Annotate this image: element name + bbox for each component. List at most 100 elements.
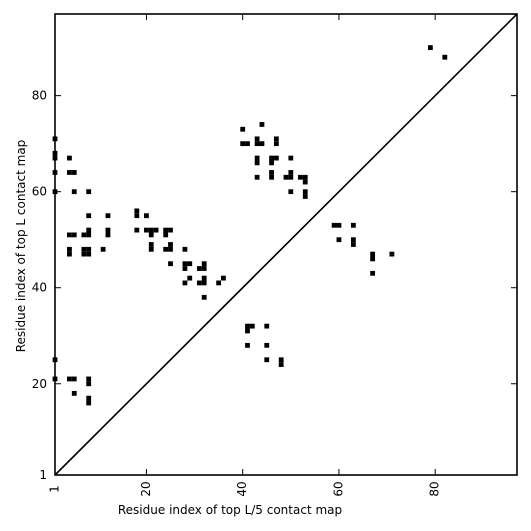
contact-point: [370, 251, 376, 257]
contact-point: [264, 357, 270, 363]
contact-point: [245, 342, 250, 348]
contact-point: [86, 395, 92, 401]
contact-point: [245, 323, 250, 329]
contact-point: [105, 213, 111, 219]
contact-point: [168, 261, 173, 267]
y-axis-label: Residue index of top L contact map: [14, 140, 28, 353]
contact-point: [442, 54, 448, 60]
contact-point: [259, 122, 265, 127]
contact-point: [336, 237, 342, 243]
contact-point: [71, 232, 77, 238]
contact-point: [86, 246, 92, 252]
contact-point: [254, 160, 260, 166]
contact-point: [302, 189, 308, 195]
contact-point: [67, 246, 72, 252]
contact-point: [216, 280, 222, 286]
contact-point: [187, 275, 193, 281]
contact-point: [148, 242, 154, 247]
contact-point: [86, 381, 92, 387]
contact-point: [182, 266, 188, 271]
contact-point: [427, 45, 433, 51]
contact-point: [86, 189, 92, 195]
contact-point: [168, 227, 173, 233]
contact-point: [298, 174, 303, 180]
contact-point: [201, 280, 207, 286]
contact-point: [288, 155, 294, 161]
y-tick-label: 40: [32, 281, 47, 295]
y-tick-label: 20: [32, 377, 47, 391]
contact-point: [148, 246, 154, 252]
contact-point: [81, 251, 87, 257]
contact-point: [288, 189, 294, 195]
contact-point: [221, 275, 226, 281]
contact-point: [187, 261, 193, 267]
contact-point: [71, 390, 77, 396]
x-tick-label: 40: [235, 481, 249, 496]
contact-point: [302, 174, 308, 180]
contact-point: [182, 261, 188, 267]
x-tick-label: 20: [139, 481, 153, 496]
plot-frame: [54, 13, 518, 476]
contact-point: [269, 155, 274, 161]
x-tick-label: 80: [428, 481, 442, 496]
contact-point: [182, 246, 188, 252]
contact-point: [67, 376, 72, 382]
contact-point: [389, 251, 395, 257]
y-tick-label: 60: [32, 185, 47, 199]
y-tick-label: 1: [39, 468, 47, 482]
contact-point: [273, 136, 279, 142]
contact-point: [163, 246, 169, 252]
contact-point: [254, 141, 260, 147]
contact-point: [350, 242, 356, 247]
contact-point: [273, 141, 279, 147]
contact-point: [196, 280, 202, 286]
contact-point: [144, 227, 149, 233]
contact-point: [67, 232, 72, 238]
contact-point: [134, 213, 140, 219]
contact-point: [86, 251, 92, 257]
contact-point: [254, 136, 260, 142]
contact-point: [163, 227, 169, 233]
contact-point: [182, 280, 188, 286]
contact-point: [201, 275, 207, 281]
y-tick-label: 80: [32, 89, 47, 103]
contact-point: [134, 208, 140, 214]
contact-point: [273, 155, 279, 161]
contact-point: [336, 222, 342, 228]
contact-point: [86, 227, 92, 233]
x-axis-label: Residue index of top L/5 contact map: [118, 503, 342, 517]
contact-point: [81, 232, 87, 238]
contact-point: [283, 174, 289, 180]
contact-point: [163, 232, 169, 238]
contact-point: [278, 357, 284, 363]
diagonal-line: [54, 13, 518, 476]
contact-point: [86, 376, 92, 382]
contact-point: [71, 189, 77, 195]
contact-point: [86, 232, 92, 238]
contact-point: [105, 232, 111, 238]
contact-point: [144, 213, 149, 219]
contact-point: [86, 400, 92, 406]
contact-point: [288, 170, 294, 175]
contact-point: [240, 126, 246, 132]
contact-point: [201, 266, 207, 271]
contact-point: [302, 194, 308, 199]
contact-point: [81, 246, 87, 252]
contact-point: [168, 246, 173, 252]
contact-point: [86, 213, 92, 219]
contact-point: [350, 237, 356, 243]
contact-point: [71, 170, 77, 175]
contact-point: [71, 376, 77, 382]
contact-point: [100, 246, 106, 252]
contact-point: [240, 141, 246, 147]
contact-point: [201, 294, 207, 300]
contact-point: [254, 174, 260, 180]
contact-point: [153, 227, 159, 233]
contact-point: [245, 328, 250, 334]
contact-point: [67, 155, 72, 161]
contact-point: [254, 155, 260, 161]
contact-point: [105, 227, 111, 233]
contact-point: [196, 266, 202, 271]
contact-point: [67, 170, 72, 175]
